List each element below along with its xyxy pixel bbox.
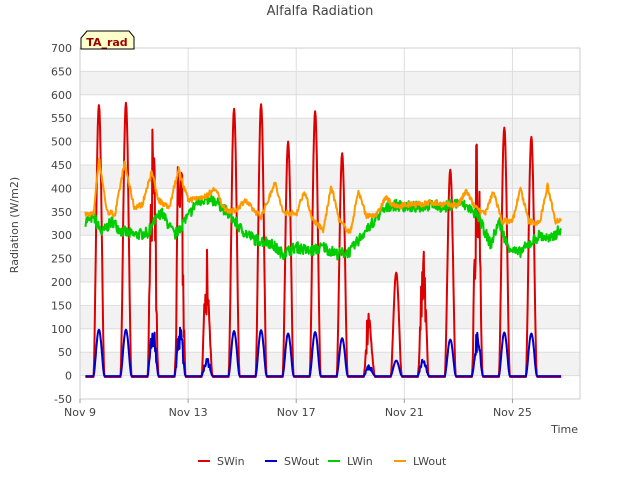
grid-band — [80, 211, 580, 236]
y-tick-label: 650 — [51, 65, 72, 78]
grid-band — [80, 305, 580, 329]
y-tick-label: 250 — [51, 253, 72, 266]
grid-band — [80, 118, 580, 142]
chart-title: Alfalfa Radiation — [267, 4, 374, 19]
x-tick-label: Nov 13 — [169, 406, 208, 419]
y-tick-label: 700 — [51, 42, 72, 55]
y-axis-label: Radiation (W/m2) — [8, 177, 21, 273]
legend-item-lwout: LWout — [394, 455, 447, 468]
grid-band — [80, 258, 580, 282]
y-tick-label: 550 — [51, 112, 72, 125]
series-line-lwout — [84, 157, 563, 234]
plot-frame — [79, 47, 581, 400]
ta-rad-badge: TA_rad — [80, 30, 135, 50]
legend-label: SWout — [284, 455, 320, 468]
badge-box — [80, 30, 135, 50]
legend-label: SWin — [217, 455, 245, 468]
legend-label: LWin — [347, 455, 373, 468]
y-axis: -50 0 50 100 150 200 250 300 350 400 450 500 550 600 6… — [51, 42, 72, 406]
x-tick-label: Nov 25 — [493, 406, 532, 419]
y-tick-label: 200 — [51, 276, 72, 289]
y-tick-label: 450 — [51, 159, 72, 172]
plot-lines — [84, 101, 563, 378]
series-line-lwin — [84, 194, 563, 261]
badge-label: TA_rad — [86, 36, 127, 49]
grid-band — [80, 71, 580, 95]
y-tick-label: 400 — [51, 182, 72, 195]
x-axis-label: Time — [550, 423, 578, 436]
grid-band — [80, 165, 580, 189]
y-tick-label: 100 — [51, 323, 72, 336]
legend: SWin SWout LWin LWout — [198, 455, 447, 468]
legend-label: LWout — [413, 455, 447, 468]
y-tick-label: 0 — [65, 370, 72, 383]
y-tick-label: 600 — [51, 89, 72, 102]
y-tick-label: -50 — [54, 393, 72, 406]
y-tick-label: 50 — [58, 346, 72, 359]
legend-item-swout: SWout — [265, 455, 320, 468]
x-tick-label: Nov 21 — [385, 406, 424, 419]
x-axis: Nov 9 Nov 13 Nov 17 Nov 21 Nov 25 — [64, 399, 532, 419]
y-tick-label: 150 — [51, 299, 72, 312]
legend-item-swin: SWin — [198, 455, 245, 468]
y-tick-label: 500 — [51, 136, 72, 149]
x-tick-label: Nov 9 — [64, 406, 96, 419]
series-line-swout — [84, 326, 562, 378]
legend-item-lwin: LWin — [328, 455, 373, 468]
y-tick-label: 300 — [51, 229, 72, 242]
y-tick-label: 350 — [51, 206, 72, 219]
x-tick-label: Nov 17 — [277, 406, 316, 419]
